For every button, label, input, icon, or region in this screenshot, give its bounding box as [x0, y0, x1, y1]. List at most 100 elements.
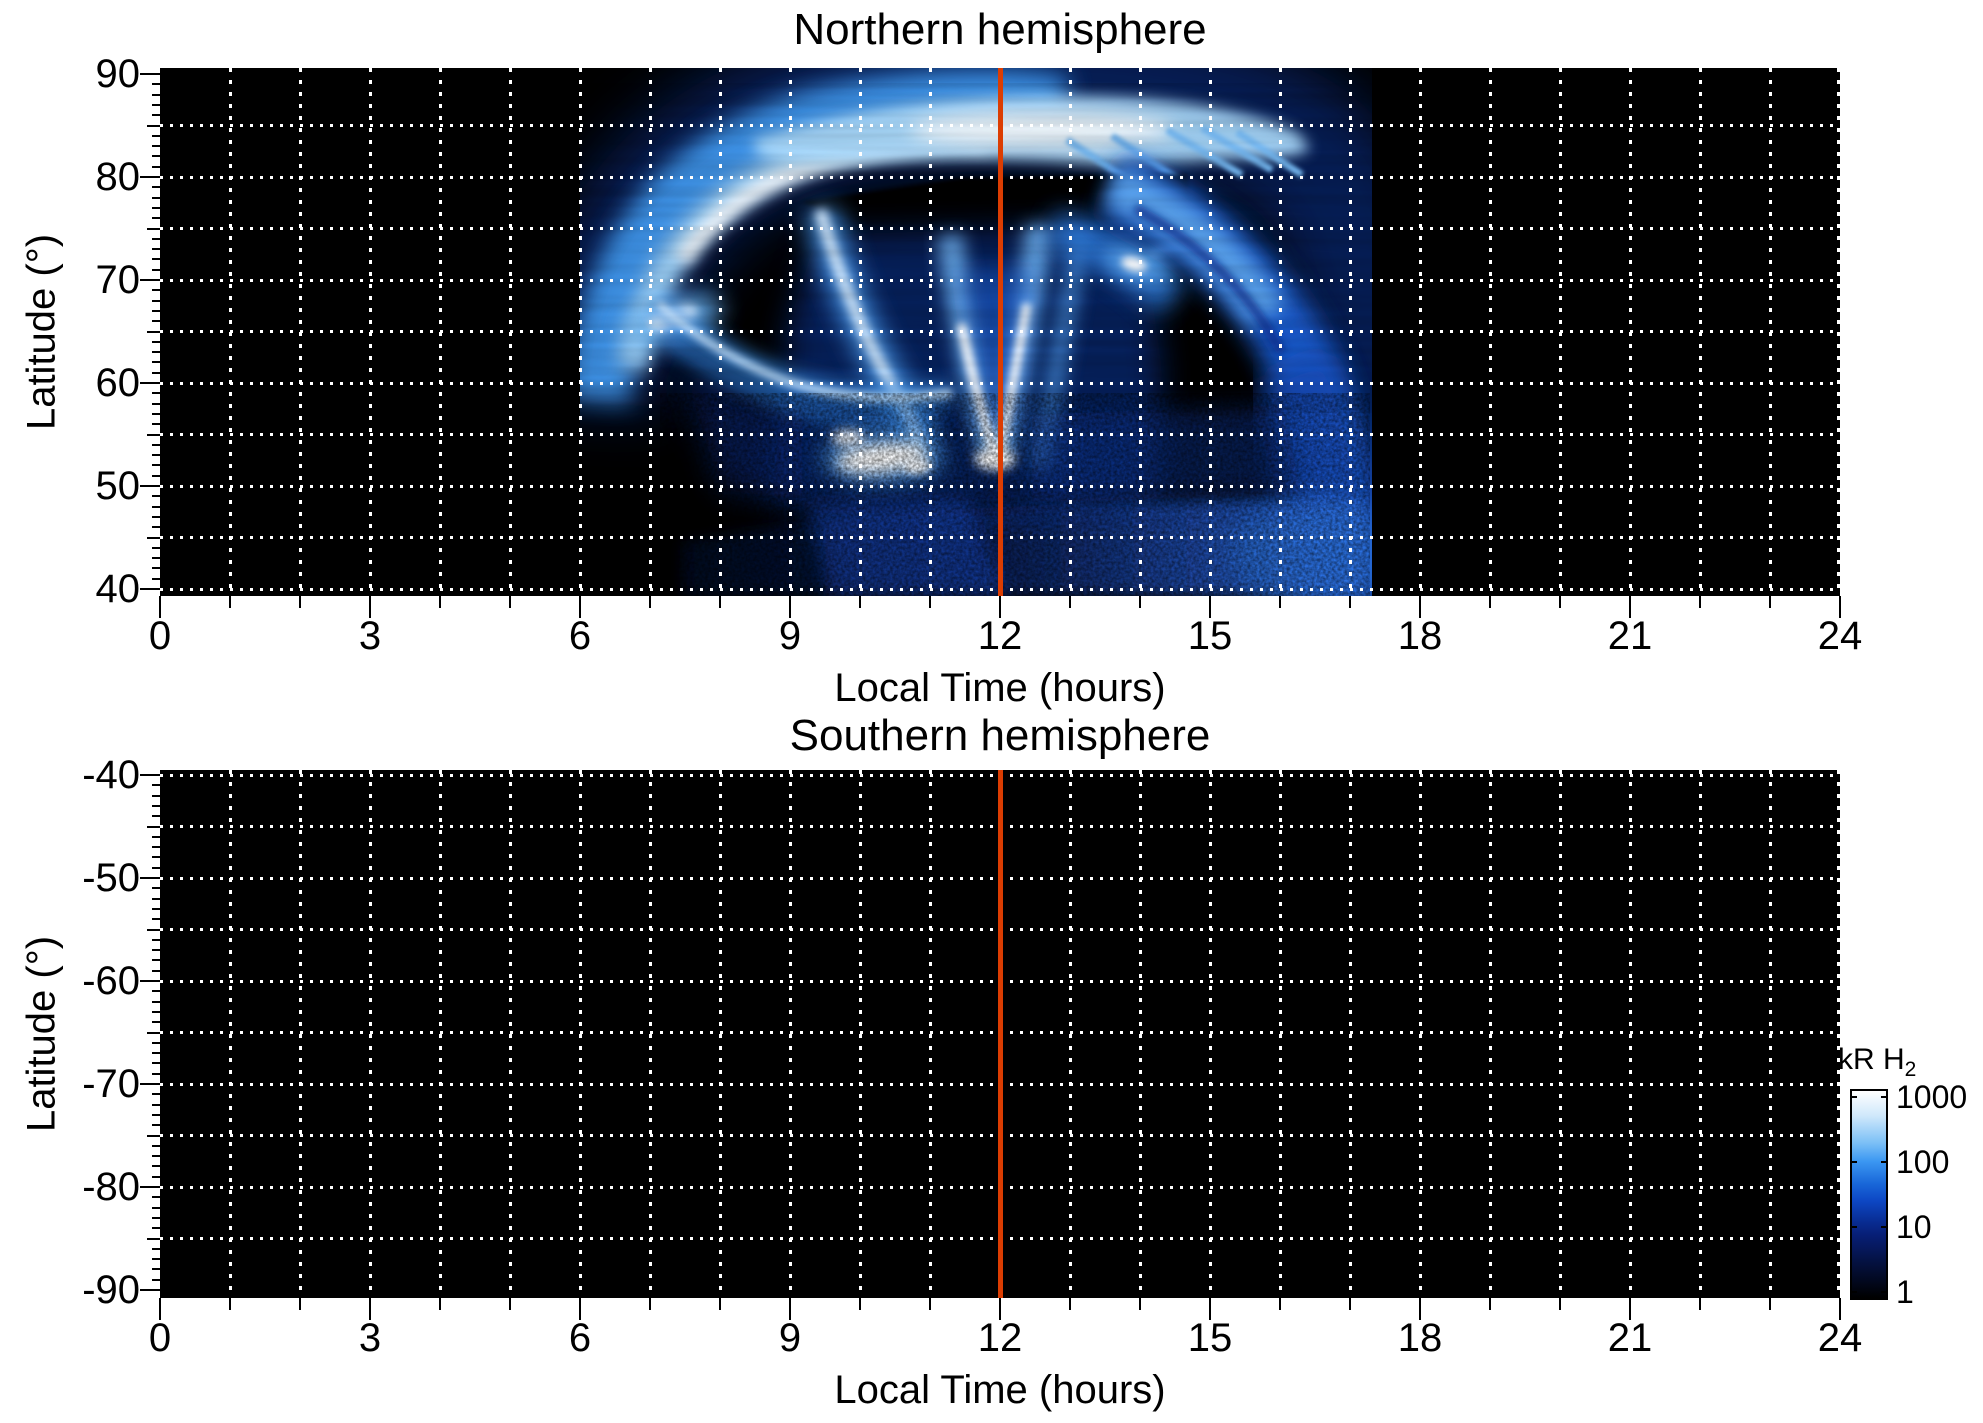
- y-axis-tick: [152, 320, 160, 323]
- y-axis-tick: [152, 83, 160, 86]
- x-axis-tick: [719, 1298, 721, 1310]
- x-axis-tick: [1209, 596, 1211, 618]
- y-axis-tick: [152, 526, 160, 529]
- y-axis-tick: [152, 423, 160, 426]
- gridline-vertical: [508, 68, 512, 596]
- y-tick-label: -40: [82, 753, 140, 797]
- gridline-vertical: [1628, 770, 1632, 1298]
- x-axis-tick: [1629, 596, 1631, 618]
- y-axis-tick: [152, 145, 160, 148]
- gridline-vertical: [578, 770, 582, 1298]
- x-axis-tick: [719, 596, 721, 608]
- y-axis-tick: [152, 1165, 160, 1168]
- gridline-vertical: [298, 770, 302, 1298]
- gridline-vertical: [648, 770, 652, 1298]
- y-axis-tick: [152, 577, 160, 580]
- y-axis-tick: [152, 237, 160, 240]
- x-axis-tick: [1629, 1298, 1631, 1320]
- north-heatmap-plot: [160, 68, 1840, 596]
- y-axis-tick: [140, 774, 160, 776]
- gridline-vertical: [1138, 770, 1142, 1298]
- y-axis-tick: [152, 1124, 160, 1127]
- x-tick-label: 0: [148, 614, 172, 658]
- y-axis-tick: [152, 546, 160, 549]
- gridline-vertical: [648, 68, 652, 596]
- y-axis-tick: [152, 1206, 160, 1209]
- x-axis-tick: [1349, 596, 1351, 608]
- x-tick-label: 24: [1817, 1316, 1863, 1360]
- north-title: Northern hemisphere: [793, 5, 1207, 54]
- colorbar-tick: [1881, 1161, 1888, 1164]
- gridline-vertical: [368, 68, 372, 596]
- y-axis-tick: [152, 846, 160, 849]
- gridline-vertical: [508, 770, 512, 1298]
- x-axis-tick: [859, 596, 861, 608]
- y-axis-tick: [152, 134, 160, 137]
- y-axis-tick: [152, 1175, 160, 1178]
- x-tick-label: 3: [358, 1316, 382, 1360]
- y-axis-tick: [152, 1227, 160, 1230]
- y-axis-tick: [140, 980, 160, 982]
- gridline-vertical: [718, 68, 722, 596]
- y-axis-tick: [152, 186, 160, 189]
- colorbar-tick: [1881, 1290, 1888, 1293]
- x-tick-label: 3: [358, 614, 382, 658]
- x-axis-tick: [1279, 596, 1281, 608]
- x-tick-label: 6: [568, 1316, 592, 1360]
- y-axis-tick: [152, 567, 160, 570]
- y-tick-label: 80: [95, 155, 141, 199]
- y-axis-tick: [152, 1062, 160, 1065]
- x-axis-tick: [1699, 1298, 1701, 1310]
- gridline-vertical: [1138, 68, 1142, 596]
- x-axis-tick: [579, 596, 581, 618]
- y-axis-tick: [152, 505, 160, 508]
- x-tick-label: 21: [1607, 614, 1653, 658]
- x-axis-tick: [369, 1298, 371, 1320]
- x-axis-tick: [999, 1298, 1001, 1320]
- x-axis-tick: [929, 1298, 931, 1310]
- colorbar-tick: [1850, 1290, 1857, 1293]
- gridline-vertical: [1418, 68, 1422, 596]
- y-axis-tick: [152, 248, 160, 251]
- y-axis-tick: [152, 1144, 160, 1147]
- x-axis-tick: [1419, 1298, 1421, 1320]
- y-axis-tick: [147, 536, 160, 539]
- y-axis-tick: [152, 907, 160, 910]
- x-axis-tick: [1559, 1298, 1561, 1310]
- x-tick-label: 18: [1397, 614, 1443, 658]
- x-tick-label: 24: [1817, 614, 1863, 658]
- x-axis-tick: [509, 1298, 511, 1310]
- y-axis-tick: [152, 1113, 160, 1116]
- y-axis-tick: [152, 515, 160, 518]
- gridline-vertical: [1208, 770, 1212, 1298]
- colorbar-tick: [1881, 1096, 1888, 1099]
- x-axis-tick: [579, 1298, 581, 1320]
- x-tick-label: 9: [778, 614, 802, 658]
- y-axis-tick: [152, 1278, 160, 1281]
- gridline-vertical: [1698, 68, 1702, 596]
- x-tick-label: 12: [977, 614, 1023, 658]
- y-axis-tick: [152, 340, 160, 343]
- y-axis-tick: [140, 485, 160, 487]
- x-tick-label: 6: [568, 614, 592, 658]
- x-tick-label: 9: [778, 1316, 802, 1360]
- gridline-vertical: [1488, 68, 1492, 596]
- x-axis-tick: [789, 1298, 791, 1320]
- y-axis-tick: [152, 969, 160, 972]
- gridline-vertical: [578, 68, 582, 596]
- gridline-vertical: [438, 68, 442, 596]
- y-axis-tick: [152, 866, 160, 869]
- gridline-vertical: [228, 68, 232, 596]
- gridline-vertical: [1418, 770, 1422, 1298]
- x-axis-tick: [999, 596, 1001, 618]
- y-axis-tick: [152, 217, 160, 220]
- x-axis-tick: [1839, 596, 1841, 618]
- x-axis-tick: [1489, 596, 1491, 608]
- x-axis-tick: [1769, 596, 1771, 608]
- y-axis-tick: [152, 959, 160, 962]
- y-axis-tick: [152, 887, 160, 890]
- x-axis-tick: [1769, 1298, 1771, 1310]
- x-axis-tick: [299, 596, 301, 608]
- x-axis-tick: [649, 596, 651, 608]
- colorbar-gradient: [1850, 1089, 1888, 1300]
